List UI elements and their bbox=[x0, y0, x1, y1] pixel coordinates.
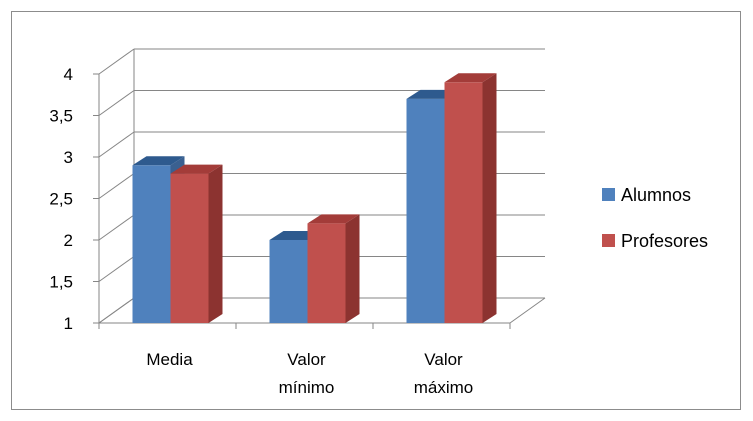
legend-swatch-alumnos bbox=[602, 188, 615, 201]
x-category-label: Media bbox=[146, 350, 193, 369]
gridline-depth bbox=[98, 214, 135, 241]
legend-label-alumnos: Alumnos bbox=[621, 185, 691, 205]
y-tick-label: 1 bbox=[64, 314, 73, 333]
bar-profesores-side bbox=[208, 164, 223, 323]
bar-alumnos-top bbox=[132, 156, 185, 166]
bar-alumnos-front bbox=[132, 165, 171, 323]
y-tick-label: 3,5 bbox=[49, 107, 73, 126]
y-tick-label: 1,5 bbox=[49, 273, 73, 292]
bar-profesores-top bbox=[307, 214, 360, 224]
gridline-depth bbox=[98, 256, 135, 282]
floor-right-edge bbox=[509, 297, 546, 324]
y-tick-label: 4 bbox=[64, 65, 73, 84]
x-category-label: mínimo bbox=[279, 378, 335, 397]
gridline-depth bbox=[98, 48, 135, 75]
y-tick-label: 3 bbox=[64, 148, 73, 167]
y-tick-label: 2,5 bbox=[49, 190, 73, 209]
legend-swatch-profesores bbox=[602, 234, 615, 247]
bar-profesores-top bbox=[170, 164, 223, 174]
x-category-label: Valor bbox=[424, 350, 463, 369]
bar-profesores-side bbox=[345, 214, 360, 323]
bar-profesores-top bbox=[444, 73, 497, 83]
bar-alumnos-front bbox=[406, 98, 445, 324]
gridline-depth bbox=[98, 131, 135, 158]
bar-profesores-front bbox=[444, 82, 483, 323]
gridline-depth bbox=[98, 90, 135, 116]
bar-profesores-front bbox=[170, 173, 209, 323]
x-category-label: Valor bbox=[287, 350, 326, 369]
bar-alumnos-front bbox=[269, 240, 308, 323]
gridline-depth bbox=[98, 297, 135, 324]
gridline-depth bbox=[98, 173, 135, 199]
x-category-label: máximo bbox=[414, 378, 474, 397]
bar-profesores-side bbox=[482, 73, 497, 323]
legend-label-profesores: Profesores bbox=[621, 231, 708, 251]
bar-profesores-front bbox=[307, 223, 346, 323]
y-tick-label: 2 bbox=[64, 231, 73, 250]
